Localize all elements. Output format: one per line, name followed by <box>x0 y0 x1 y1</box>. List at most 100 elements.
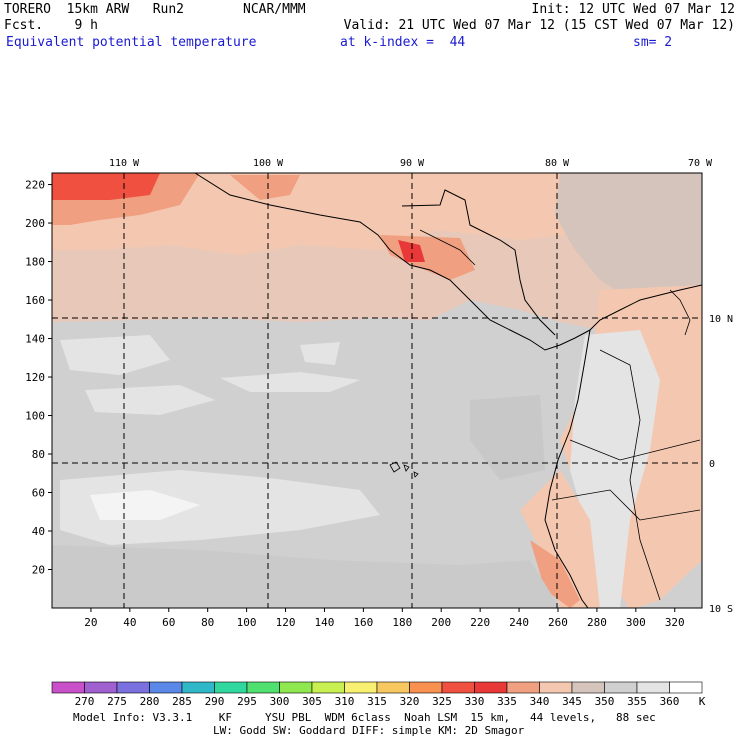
south-ocean <box>52 545 560 608</box>
center-name: NCAR/MMM <box>243 2 306 17</box>
guatemala-hot <box>398 240 425 262</box>
andes-cool <box>570 330 660 608</box>
colorbar-swatch <box>279 681 313 694</box>
x-tick-label: 300 <box>626 616 646 629</box>
colorbar-label: 310 <box>335 695 355 708</box>
lat-label-10n: 10 N <box>709 314 733 325</box>
x-tick-label: 160 <box>353 616 373 629</box>
colorbar-label: 300 <box>270 695 290 708</box>
cool-patch-2 <box>85 385 215 415</box>
cool-patch-5 <box>90 490 200 520</box>
central-america-caribbean-coast <box>401 189 556 336</box>
lat-label-10s: 10 S <box>709 604 733 615</box>
lon-label-80w: 80 W <box>545 158 570 169</box>
pacific-northwest-hot <box>52 173 160 200</box>
y-tick-label: 140 <box>25 333 45 346</box>
y-tick-label: 220 <box>25 179 45 192</box>
colorbar-swatch <box>669 681 703 694</box>
colorbar-label: 320 <box>400 695 420 708</box>
colorbar-label: 335 <box>497 695 517 708</box>
forecast-hour: Fcst. 9 h <box>4 18 98 33</box>
colorbar-label: 355 <box>627 695 647 708</box>
colorbar-swatch <box>604 681 638 694</box>
x-tick-label: 20 <box>84 616 97 629</box>
colorbar-swatch <box>116 681 150 694</box>
y-tick-label: 120 <box>25 371 45 384</box>
cool-patch-4 <box>60 470 380 545</box>
colorbar-label: 340 <box>530 695 550 708</box>
cool-patch-3 <box>220 372 360 392</box>
y-tick-label: 200 <box>25 217 45 230</box>
colorbar: 270 275 280 285 290 295 300 305 310 315 320 325 330 3… <box>51 681 706 708</box>
x-tick-label: 100 <box>237 616 257 629</box>
y-tick-label: 100 <box>25 410 45 423</box>
country-border-1 <box>599 349 661 601</box>
colorbar-label: 285 <box>172 695 192 708</box>
south-america-north-coast <box>589 284 702 331</box>
x-tick-label: 60 <box>162 616 175 629</box>
colorbar-swatch <box>539 681 573 694</box>
colorbar-swatch <box>149 681 183 694</box>
x-axis: 20 40 60 80 100 120 140 160 180 200 220 240 260 280 30… <box>84 608 685 629</box>
colorbar-swatch <box>344 681 378 694</box>
colorbar-swatch <box>311 681 345 694</box>
x-tick-label: 80 <box>201 616 214 629</box>
x-tick-label: 40 <box>123 616 136 629</box>
colorbar-unit: K <box>699 695 706 708</box>
x-tick-label: 280 <box>587 616 607 629</box>
y-tick-label: 180 <box>25 256 45 269</box>
plot-frame <box>51 172 703 609</box>
graticule <box>52 173 702 608</box>
warm-band-inner <box>52 173 702 255</box>
level-info: at k-index = 44 <box>340 35 466 50</box>
caribbean-neutral <box>555 173 702 320</box>
colorbar-label: 305 <box>302 695 322 708</box>
y-tick-label: 40 <box>32 525 45 538</box>
colorbar-swatch <box>246 681 280 694</box>
model-title: TORERO 15km ARW Run2 <box>4 2 185 17</box>
lon-label-100w: 100 W <box>253 158 284 169</box>
lon-label-70w: 70 W <box>688 158 713 169</box>
colorbar-label: 345 <box>562 695 582 708</box>
theta-e-field <box>52 173 702 608</box>
colorbar-label: 315 <box>367 695 387 708</box>
mexico-coast-warm <box>230 175 300 200</box>
country-border-2 <box>569 439 701 461</box>
init-time: Init: 12 UTC Wed 07 Mar 12 <box>531 2 736 17</box>
x-tick-label: 200 <box>431 616 451 629</box>
x-tick-label: 320 <box>665 616 685 629</box>
colorbar-swatch <box>376 681 410 694</box>
y-tick-label: 80 <box>32 448 45 461</box>
cool-patch-6 <box>300 342 340 365</box>
colorbar-label: 290 <box>205 695 225 708</box>
colorbar-label: 350 <box>595 695 615 708</box>
colorbar-swatch <box>51 681 85 694</box>
lon-label-110w: 110 W <box>109 158 140 169</box>
colorbar-swatch <box>441 681 475 694</box>
colorbar-swatch <box>214 681 248 694</box>
colorbar-swatch <box>636 681 670 694</box>
country-border-3 <box>551 489 701 521</box>
lon-label-90w: 90 W <box>400 158 425 169</box>
x-tick-label: 120 <box>276 616 296 629</box>
colorbar-label: 360 <box>660 695 680 708</box>
y-tick-label: 20 <box>32 564 45 577</box>
y-tick-label: 60 <box>32 487 45 500</box>
cool-patch-1 <box>60 335 170 375</box>
y-tick-label: 160 <box>25 294 45 307</box>
valid-time: Valid: 21 UTC Wed 07 Mar 12 (15 CST Wed … <box>343 18 735 33</box>
colorbar-label: 275 <box>107 695 127 708</box>
field-name: Equivalent potential temperature <box>6 35 257 50</box>
y-axis: 220 200 180 160 140 120 100 80 60 40 20 <box>25 179 52 577</box>
x-tick-label: 260 <box>548 616 568 629</box>
x-tick-label: 180 <box>392 616 412 629</box>
colorbar-swatch <box>571 681 605 694</box>
south-america-west-coast <box>544 329 591 608</box>
peru-coast-warm <box>520 470 600 608</box>
x-tick-label: 240 <box>509 616 529 629</box>
colorbar-swatch <box>506 681 540 694</box>
colorbar-label: 280 <box>140 695 160 708</box>
colorbar-label: 330 <box>465 695 485 708</box>
lake-maracaibo <box>669 289 691 336</box>
